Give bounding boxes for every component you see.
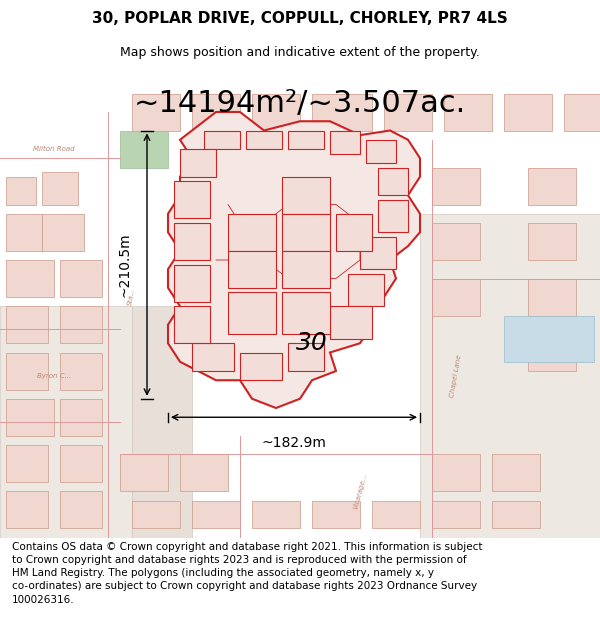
Polygon shape [432, 501, 480, 528]
Polygon shape [360, 237, 396, 269]
Polygon shape [192, 343, 234, 371]
Polygon shape [252, 94, 300, 131]
Polygon shape [348, 274, 384, 306]
Polygon shape [420, 214, 600, 538]
Polygon shape [132, 94, 180, 131]
Polygon shape [6, 214, 42, 251]
Text: Sta...: Sta... [127, 288, 137, 306]
Polygon shape [432, 223, 480, 260]
Polygon shape [0, 306, 132, 538]
Polygon shape [228, 251, 276, 288]
Polygon shape [432, 168, 480, 204]
Text: Byron C...: Byron C... [37, 372, 71, 379]
Polygon shape [432, 454, 480, 491]
Polygon shape [336, 214, 372, 251]
Polygon shape [120, 454, 168, 491]
Polygon shape [174, 223, 210, 260]
Polygon shape [444, 94, 492, 131]
Polygon shape [60, 399, 102, 436]
Polygon shape [504, 316, 594, 362]
Text: 30: 30 [296, 331, 328, 355]
Polygon shape [120, 131, 168, 168]
Polygon shape [288, 131, 324, 149]
Polygon shape [60, 260, 102, 297]
Text: 30, POPLAR DRIVE, COPPULL, CHORLEY, PR7 4LS: 30, POPLAR DRIVE, COPPULL, CHORLEY, PR7 … [92, 11, 508, 26]
Polygon shape [174, 264, 210, 302]
Polygon shape [6, 352, 48, 389]
Polygon shape [204, 131, 240, 149]
Polygon shape [60, 306, 102, 343]
Polygon shape [282, 292, 330, 334]
Polygon shape [312, 501, 360, 528]
Polygon shape [246, 131, 282, 149]
Polygon shape [282, 251, 330, 288]
Polygon shape [492, 501, 540, 528]
Polygon shape [168, 112, 420, 408]
Polygon shape [366, 140, 396, 163]
Polygon shape [132, 306, 192, 538]
Polygon shape [60, 352, 102, 389]
Polygon shape [564, 94, 600, 131]
Text: Chapel Lane: Chapel Lane [449, 354, 463, 398]
Polygon shape [6, 399, 54, 436]
Polygon shape [60, 491, 102, 528]
Text: Map shows position and indicative extent of the property.: Map shows position and indicative extent… [120, 46, 480, 59]
Polygon shape [6, 260, 54, 297]
Polygon shape [312, 94, 372, 131]
Text: Vicarage...: Vicarage... [352, 472, 368, 510]
Text: Milton Road: Milton Road [33, 146, 75, 152]
Polygon shape [528, 334, 576, 371]
Polygon shape [282, 177, 330, 214]
Polygon shape [6, 445, 48, 482]
Polygon shape [6, 306, 48, 343]
Polygon shape [42, 172, 78, 204]
Polygon shape [432, 279, 480, 316]
Polygon shape [174, 306, 210, 343]
Polygon shape [528, 223, 576, 260]
Polygon shape [6, 177, 36, 204]
Text: Contains OS data © Crown copyright and database right 2021. This information is : Contains OS data © Crown copyright and d… [12, 542, 482, 604]
Polygon shape [378, 168, 408, 195]
Polygon shape [288, 343, 324, 371]
Polygon shape [180, 454, 228, 491]
Polygon shape [192, 94, 240, 131]
Polygon shape [282, 214, 330, 251]
Polygon shape [384, 94, 432, 131]
Polygon shape [252, 501, 300, 528]
Polygon shape [192, 501, 240, 528]
Polygon shape [228, 292, 276, 334]
Text: ~14194m²/~3.507ac.: ~14194m²/~3.507ac. [134, 89, 466, 118]
Polygon shape [528, 168, 576, 204]
Polygon shape [492, 454, 540, 491]
Polygon shape [330, 306, 372, 339]
Polygon shape [132, 501, 180, 528]
Polygon shape [60, 445, 102, 482]
Polygon shape [228, 214, 276, 251]
Polygon shape [378, 200, 408, 232]
Polygon shape [180, 149, 216, 177]
Polygon shape [372, 501, 420, 528]
Polygon shape [330, 131, 360, 154]
Text: ~182.9m: ~182.9m [262, 436, 326, 450]
Polygon shape [42, 214, 84, 251]
Polygon shape [528, 279, 576, 316]
Polygon shape [174, 181, 210, 218]
Polygon shape [6, 491, 48, 528]
Text: ~210.5m: ~210.5m [118, 232, 132, 297]
Polygon shape [240, 352, 282, 380]
Polygon shape [504, 94, 552, 131]
